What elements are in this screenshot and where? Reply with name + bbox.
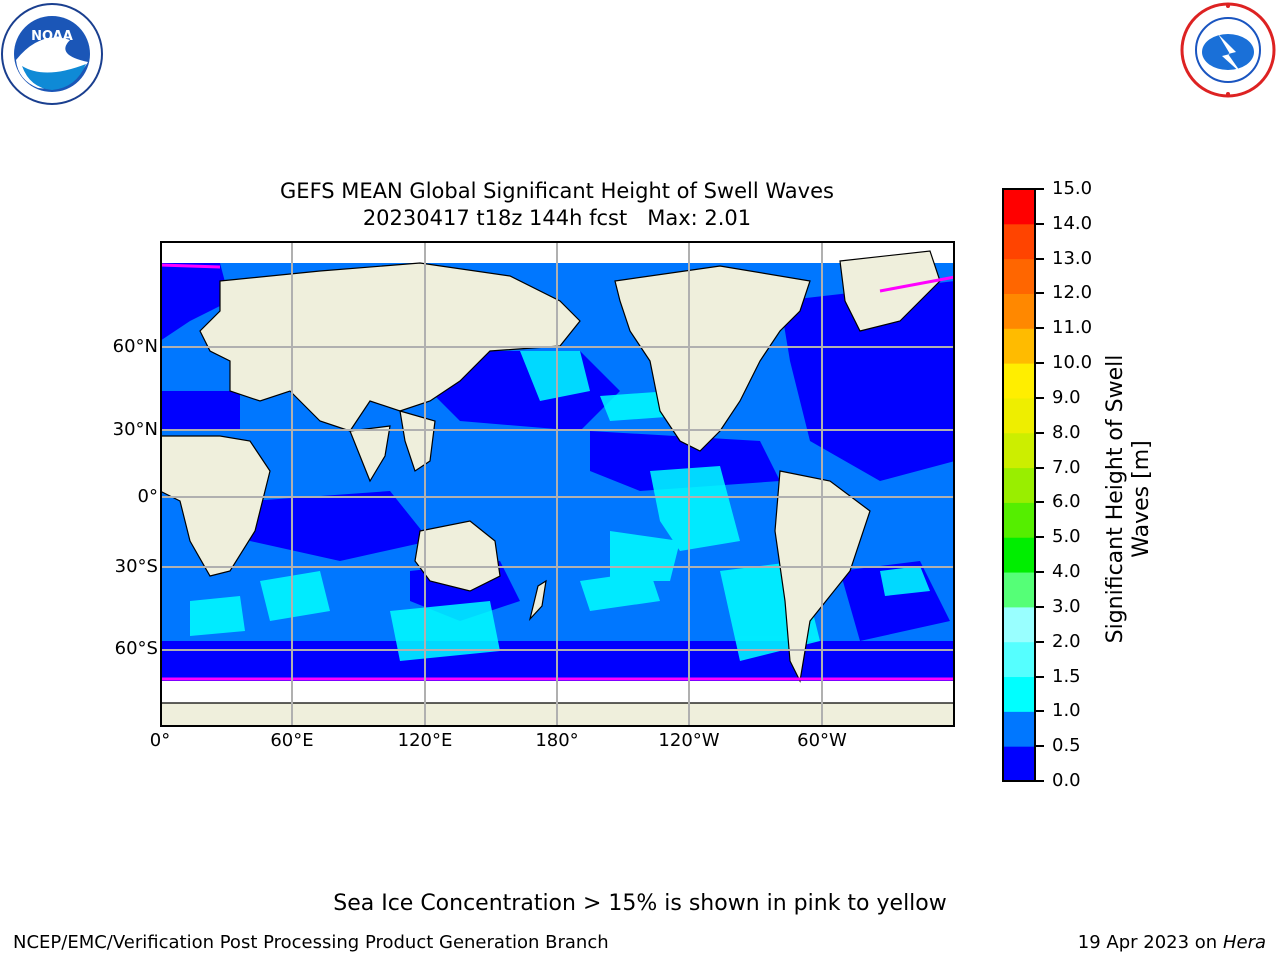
colorbar-tick-label: 6.0	[1052, 491, 1081, 513]
colorbar	[1002, 188, 1036, 782]
lon-label-60e: 60°E	[270, 730, 314, 751]
colorbar-tick-label: 0.0	[1052, 770, 1081, 791]
lon-label-0: 0°	[149, 730, 171, 751]
footer-date-text: 19 Apr 2023 on	[1077, 932, 1223, 953]
lon-label-180: 180°	[535, 730, 579, 751]
colorbar-tick-label: 12.0	[1052, 282, 1093, 304]
colorbar-segment	[1003, 223, 1035, 260]
colorbar-segment	[1003, 258, 1035, 294]
colorbar-segment	[1003, 746, 1035, 782]
colorbar-tick-mark	[1036, 292, 1044, 295]
lon-label-60w: 60°W	[797, 730, 847, 751]
map-subtitle: 20230417 t18z 144h fcst Max: 2.01	[362, 206, 752, 230]
colorbar-tick-mark	[1036, 745, 1044, 748]
lat-label-60s: 60°S	[114, 638, 158, 659]
colorbar-tick-mark	[1036, 501, 1044, 504]
colorbar-tick-label: 3.0	[1052, 595, 1081, 617]
colorbar-segment	[1003, 641, 1035, 678]
colorbar-tick-mark	[1036, 605, 1044, 608]
colorbar-label: Significant Height of Swell Waves [m]	[1103, 354, 1154, 644]
noaa-logo: NOAA	[1, 3, 103, 105]
colorbar-tick-mark	[1036, 571, 1044, 574]
colorbar-tick-label: 1.5	[1052, 665, 1081, 687]
colorbar-segment	[1003, 676, 1035, 712]
colorbar-tick-label: 0.5	[1052, 735, 1081, 757]
colorbar-tick-mark	[1036, 396, 1044, 399]
map-title: GEFS MEAN Global Significant Height of S…	[280, 179, 834, 203]
lon-label-120w: 120°W	[658, 730, 720, 751]
colorbar-tick-mark	[1036, 222, 1044, 225]
colorbar-tick-label: 9.0	[1052, 386, 1081, 408]
colorbar-tick-label: 13.0	[1052, 247, 1093, 269]
colorbar-tick-label: 14.0	[1052, 212, 1093, 234]
colorbar-tick-mark	[1036, 431, 1044, 434]
colorbar-tick-mark	[1036, 257, 1044, 260]
gridlines	[160, 241, 955, 727]
sea-ice-note: Sea Ice Concentration > 15% is shown in …	[333, 891, 947, 916]
colorbar-tick-label: 4.0	[1052, 561, 1081, 583]
footer-host: Hera	[1222, 932, 1266, 953]
footer-credit: NCEP/EMC/Verification Post Processing Pr…	[13, 932, 609, 953]
colorbar-segment	[1003, 293, 1035, 329]
colorbar-tick-label: 15.0	[1052, 178, 1093, 199]
colorbar-tick-mark	[1036, 362, 1044, 365]
colorbar-tick-mark	[1036, 710, 1044, 713]
swell-light-zones	[190, 351, 930, 661]
colorbar-segment	[1003, 537, 1035, 573]
colorbar-segment	[1003, 397, 1035, 434]
colorbar-tick-mark	[1036, 466, 1044, 469]
footer-date: 19 Apr 2023 on Hera	[1078, 932, 1266, 953]
svg-text:NOAA: NOAA	[31, 29, 73, 44]
lat-label-30n: 30°N	[112, 419, 158, 440]
nws-logo	[1180, 2, 1276, 98]
colorbar-frame	[1002, 188, 1036, 782]
colorbar-tick-mark	[1036, 675, 1044, 678]
lat-label-60n: 60°N	[112, 336, 158, 357]
colorbar-tick-label: 8.0	[1052, 421, 1081, 443]
map-frame	[160, 241, 955, 727]
colorbar-segment	[1003, 328, 1035, 364]
colorbar-tick-label: 7.0	[1052, 456, 1081, 478]
colorbar-tick-label: 2.0	[1052, 630, 1081, 652]
colorbar-segment	[1003, 502, 1035, 538]
colorbar-segment	[1003, 189, 1035, 225]
colorbar-tick-mark	[1036, 188, 1044, 190]
colorbar-tick-label: 10.0	[1052, 352, 1093, 374]
colorbar-tick-mark	[1036, 780, 1044, 782]
colorbar-tick-mark	[1036, 536, 1044, 539]
colorbar-tick-label: 11.0	[1052, 317, 1093, 339]
lat-label-0: 0°	[137, 486, 158, 507]
colorbar-segment	[1003, 606, 1035, 643]
map-panel	[160, 241, 955, 727]
colorbar-tick-label: 1.0	[1052, 700, 1081, 722]
colorbar-segment	[1003, 363, 1035, 399]
colorbar-tick-mark	[1036, 640, 1044, 643]
colorbar-tick-label: 5.0	[1052, 526, 1081, 548]
colorbar-segment	[1003, 432, 1035, 469]
colorbar-segment	[1003, 711, 1035, 747]
colorbar-segment	[1003, 467, 1035, 503]
colorbar-segment	[1003, 572, 1035, 608]
colorbar-tick-mark	[1036, 327, 1044, 330]
lat-label-30s: 30°S	[114, 556, 158, 577]
lon-label-120e: 120°E	[397, 730, 453, 751]
